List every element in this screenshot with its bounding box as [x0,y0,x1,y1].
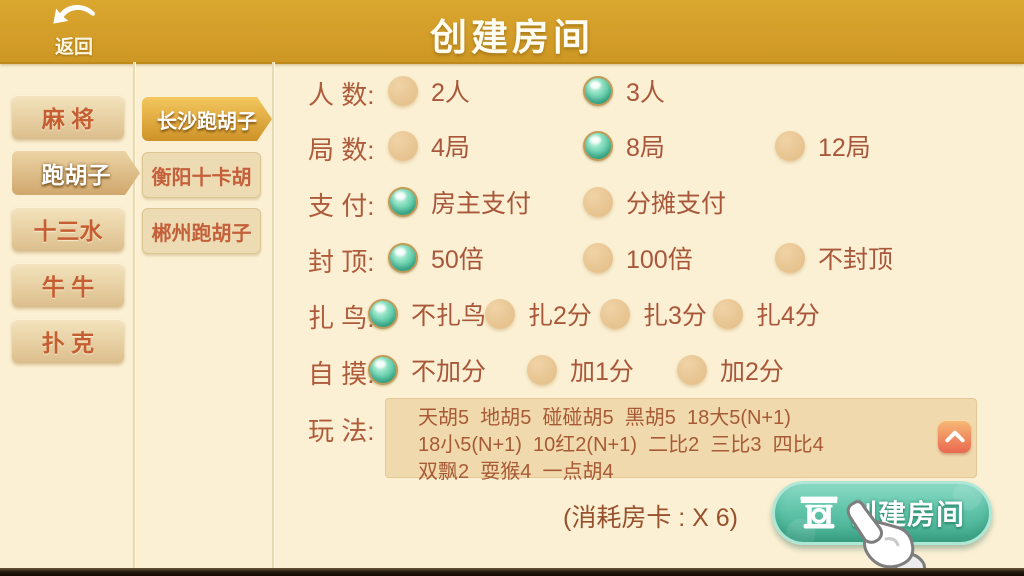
radio-option-label: 4局 [431,134,470,162]
radio-unselected-icon [583,187,613,217]
wanfa-rules-line: 18小5(N+1) 10红2(N+1) 二比2 三比3 四比4 [418,434,824,456]
radio-unselected-icon [775,243,805,273]
wanfa-rules-line: 双飘2 耍猴4 一点胡4 [418,461,614,483]
radio-option-label: 不封顶 [818,246,894,274]
radio-option-label: 加2分 [720,358,784,386]
radio-option-label: 3人 [626,79,665,107]
room-card-icon [800,496,838,529]
radio-unselected-icon [677,355,707,385]
column-divider [272,62,274,568]
radio-option[interactable]: 50倍 [388,240,484,276]
row-label: 扎 鸟: [308,303,375,333]
top-bar: 返回 创建房间 [0,0,1024,62]
radio-option-label: 加1分 [570,358,634,386]
radio-option-label: 扎2分 [528,302,592,330]
radio-unselected-icon [485,299,515,329]
radio-option[interactable]: 分摊支付 [583,184,726,220]
radio-option[interactable]: 3人 [583,73,665,109]
radio-unselected-icon [388,131,418,161]
radio-option[interactable]: 不加分 [368,352,486,388]
subcategory-tab-label: 衡阳十卡胡 [151,166,252,189]
radio-option-label: 扎3分 [643,302,707,330]
radio-unselected-icon [527,355,557,385]
row-label: 自 摸: [308,359,375,389]
category-tab-4[interactable]: 牛 牛 [12,263,124,307]
collapse-up-button[interactable] [938,420,971,453]
wanfa-rules-box: 天胡5 地胡5 碰碰胡5 黑胡5 18大5(N+1) 18小5(N+1) 10红2… [385,398,977,483]
row-label: 封 顶: [308,247,375,277]
category-tab-3[interactable]: 十三水 [12,207,124,251]
radio-option[interactable]: 扎4分 [713,296,820,332]
radio-selected-icon [583,76,613,106]
radio-unselected-icon [600,299,630,329]
category-tab-2[interactable]: 跑胡子 [12,151,140,195]
wanfa-rules-line: 天胡5 地胡5 碰碰胡5 黑胡5 18大5(N+1) [418,407,791,429]
radio-unselected-icon [713,299,743,329]
category-tab-label: 跑胡子 [41,162,111,188]
subcategory-tab-1[interactable]: 长沙跑胡子 [142,97,272,141]
radio-option-label: 12局 [818,134,871,162]
hand-cursor-icon [846,500,927,576]
radio-unselected-icon [583,243,613,273]
subcategory-tab-3[interactable]: 郴州跑胡子 [142,208,261,254]
room-card-cost-text: (消耗房卡 : X 6) [563,504,739,532]
row-label: 支 付: [308,191,375,221]
category-tab-label: 十三水 [33,218,103,244]
radio-option-label: 扎4分 [756,302,820,330]
radio-option-label: 不加分 [411,358,487,386]
radio-unselected-icon [388,76,418,106]
radio-option[interactable]: 100倍 [583,240,693,276]
radio-option-label: 房主支付 [431,190,532,218]
category-tab-label: 麻 将 [41,106,95,132]
radio-selected-icon [368,299,398,329]
radio-option[interactable]: 房主支付 [388,184,531,220]
radio-option[interactable]: 扎2分 [485,296,592,332]
category-tab-5[interactable]: 扑 克 [12,319,124,363]
radio-option-label: 分摊支付 [626,190,727,218]
wanfa-row-label: 玩 法: [308,416,375,446]
back-icon [53,5,95,24]
radio-option-label: 50倍 [431,246,484,274]
chevron-up-icon [944,430,965,443]
radio-selected-icon [388,243,418,273]
subcategory-tab-2[interactable]: 衡阳十卡胡 [142,152,261,198]
radio-option-label: 100倍 [626,246,693,274]
subcategory-tab-label: 郴州跑胡子 [151,222,252,245]
subcategory-tab-label: 长沙跑胡子 [157,110,257,133]
radio-option-label: 8局 [626,134,665,162]
back-label: 返回 [54,36,93,58]
radio-option[interactable]: 扎3分 [600,296,707,332]
radio-option[interactable]: 8局 [583,128,665,164]
radio-selected-icon [583,131,613,161]
bottom-edge-bar [0,568,1024,576]
row-label: 局 数: [308,135,375,165]
radio-option[interactable]: 12局 [775,128,871,164]
back-button[interactable]: 返回 [34,2,114,60]
radio-option-label: 2人 [431,79,470,107]
row-label: 人 数: [308,80,375,110]
radio-selected-icon [388,187,418,217]
radio-option-label: 不扎鸟 [411,302,487,330]
column-divider [133,62,135,568]
category-tab-1[interactable]: 麻 将 [12,95,124,139]
page-title: 创建房间 [430,15,594,59]
radio-option[interactable]: 加1分 [527,352,634,388]
radio-selected-icon [368,355,398,385]
radio-option[interactable]: 不封顶 [775,240,893,276]
category-tab-label: 牛 牛 [41,274,95,300]
radio-option[interactable]: 加2分 [677,352,784,388]
category-tab-label: 扑 克 [41,330,95,356]
radio-option[interactable]: 2人 [388,73,470,109]
radio-option[interactable]: 不扎鸟 [368,296,486,332]
radio-option[interactable]: 4局 [388,128,470,164]
radio-unselected-icon [775,131,805,161]
